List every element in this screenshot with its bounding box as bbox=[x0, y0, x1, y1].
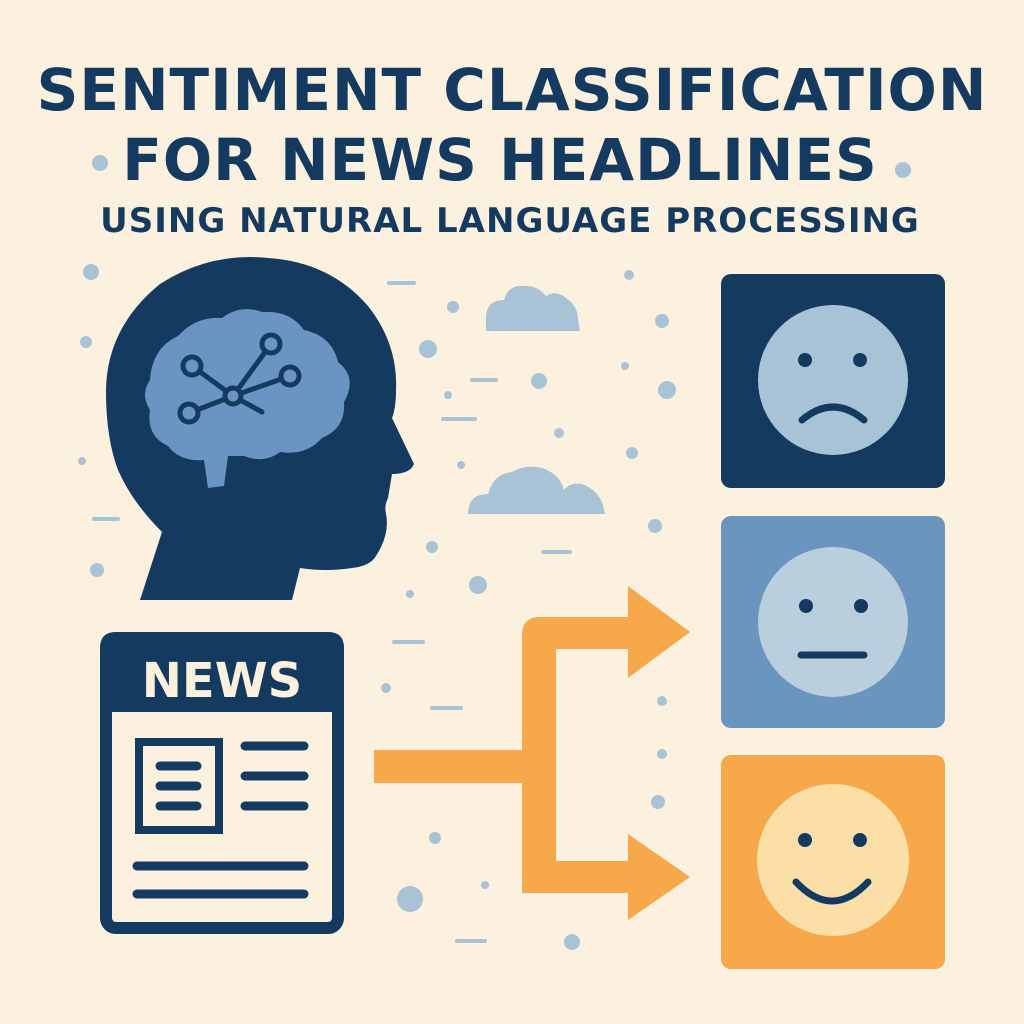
sad-face-icon bbox=[758, 305, 908, 455]
newspaper-header bbox=[100, 632, 344, 712]
cloud-top bbox=[486, 285, 580, 331]
newspaper-icon: NEWS bbox=[100, 632, 344, 934]
happy-face-icon bbox=[757, 784, 909, 936]
neutral-face-icon bbox=[758, 547, 908, 697]
classification-arrows bbox=[374, 586, 690, 920]
sentiment-card-neutral bbox=[721, 516, 945, 728]
newspaper-photo-box bbox=[135, 738, 223, 834]
news-label: NEWS bbox=[142, 653, 302, 709]
decorative-dots bbox=[78, 155, 911, 950]
title-line-2: FOR NEWS HEADLINES bbox=[122, 126, 878, 194]
newspaper-text-lines bbox=[132, 741, 309, 899]
subtitle: USING NATURAL LANGUAGE PROCESSING bbox=[100, 201, 920, 241]
head-with-brain-icon bbox=[106, 257, 414, 600]
neural-network-icon bbox=[177, 332, 302, 425]
newspaper-body-outline bbox=[100, 632, 344, 934]
brain-icon bbox=[145, 309, 350, 488]
decorative-dashes bbox=[92, 281, 572, 943]
title-line-1: SENTIMENT CLASSIFICATION bbox=[37, 56, 988, 124]
cloud-middle bbox=[468, 466, 605, 514]
sentiment-card-positive bbox=[721, 755, 945, 969]
sentiment-card-negative bbox=[721, 274, 945, 488]
